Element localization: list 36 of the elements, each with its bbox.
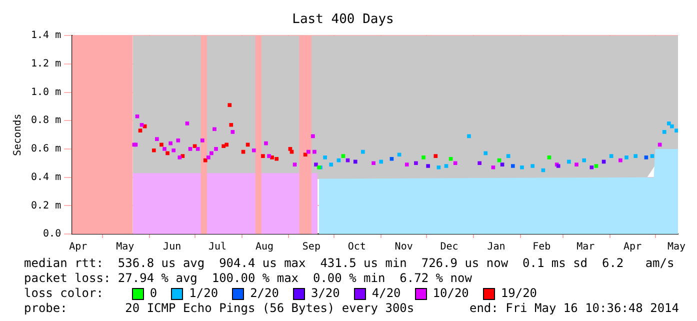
text: packet loss: 27.94 % avg 100.00 % max 0.00 % min 6.72 % now [24,271,473,286]
text: probe: 20 ICMP Echo Pings (56 Bytes) every 300s [24,301,414,316]
text: end: Fri May 16 10:36:48 2014 [469,301,679,316]
x-tick-label: May [667,242,686,253]
legend-label: 0 [150,286,158,301]
legend-label: 4/20 [372,286,401,301]
text: median rtt: 536.8 us avg 904.4 us max 431.5 us min 726.9 us now 0.1 ms sd 6.2 am/s [24,256,676,271]
y-tick-label: 0.8 m [30,115,62,126]
x-tick-label: Oct [348,242,366,253]
legend-label: 10/20 [432,286,469,301]
y-tick-label: 1.0 m [30,86,62,98]
x-tick-label: Sep [302,242,320,253]
x-tick-label: Jan [487,242,506,253]
y-tick-label: 0.6 m [30,144,62,155]
x-tick-label: Nov [394,242,413,253]
x-tick-label: Apr [624,242,642,253]
y-tick-label: 0.4 m [30,172,62,183]
legend-label: 1/20 [189,286,218,301]
x-tick-label: Jul [208,242,227,253]
chart-title: Last 400 Days [292,12,394,28]
legend-label: 3/20 [310,286,340,301]
x-tick-label: Apr [69,242,88,253]
y-tick-label: 0.0 [43,228,62,240]
x-tick-label: Jun [163,242,182,253]
x-tick-label: Mar [576,242,595,253]
legend-label: 19/20 [500,286,538,301]
legend-label: 2/20 [250,286,279,301]
x-tick-label: Dec [440,242,458,253]
legend-title: loss color: [24,286,104,301]
y-tick-label: 1.4 m [30,30,62,42]
x-tick-label: Aug [255,242,274,253]
x-tick-label: Feb [532,242,551,253]
y-axis-title: Seconds [12,114,24,156]
y-tick-label: 1.2 m [30,58,62,70]
y-tick-label: 0.2 m [30,200,62,212]
x-tick-label: May [116,242,134,253]
